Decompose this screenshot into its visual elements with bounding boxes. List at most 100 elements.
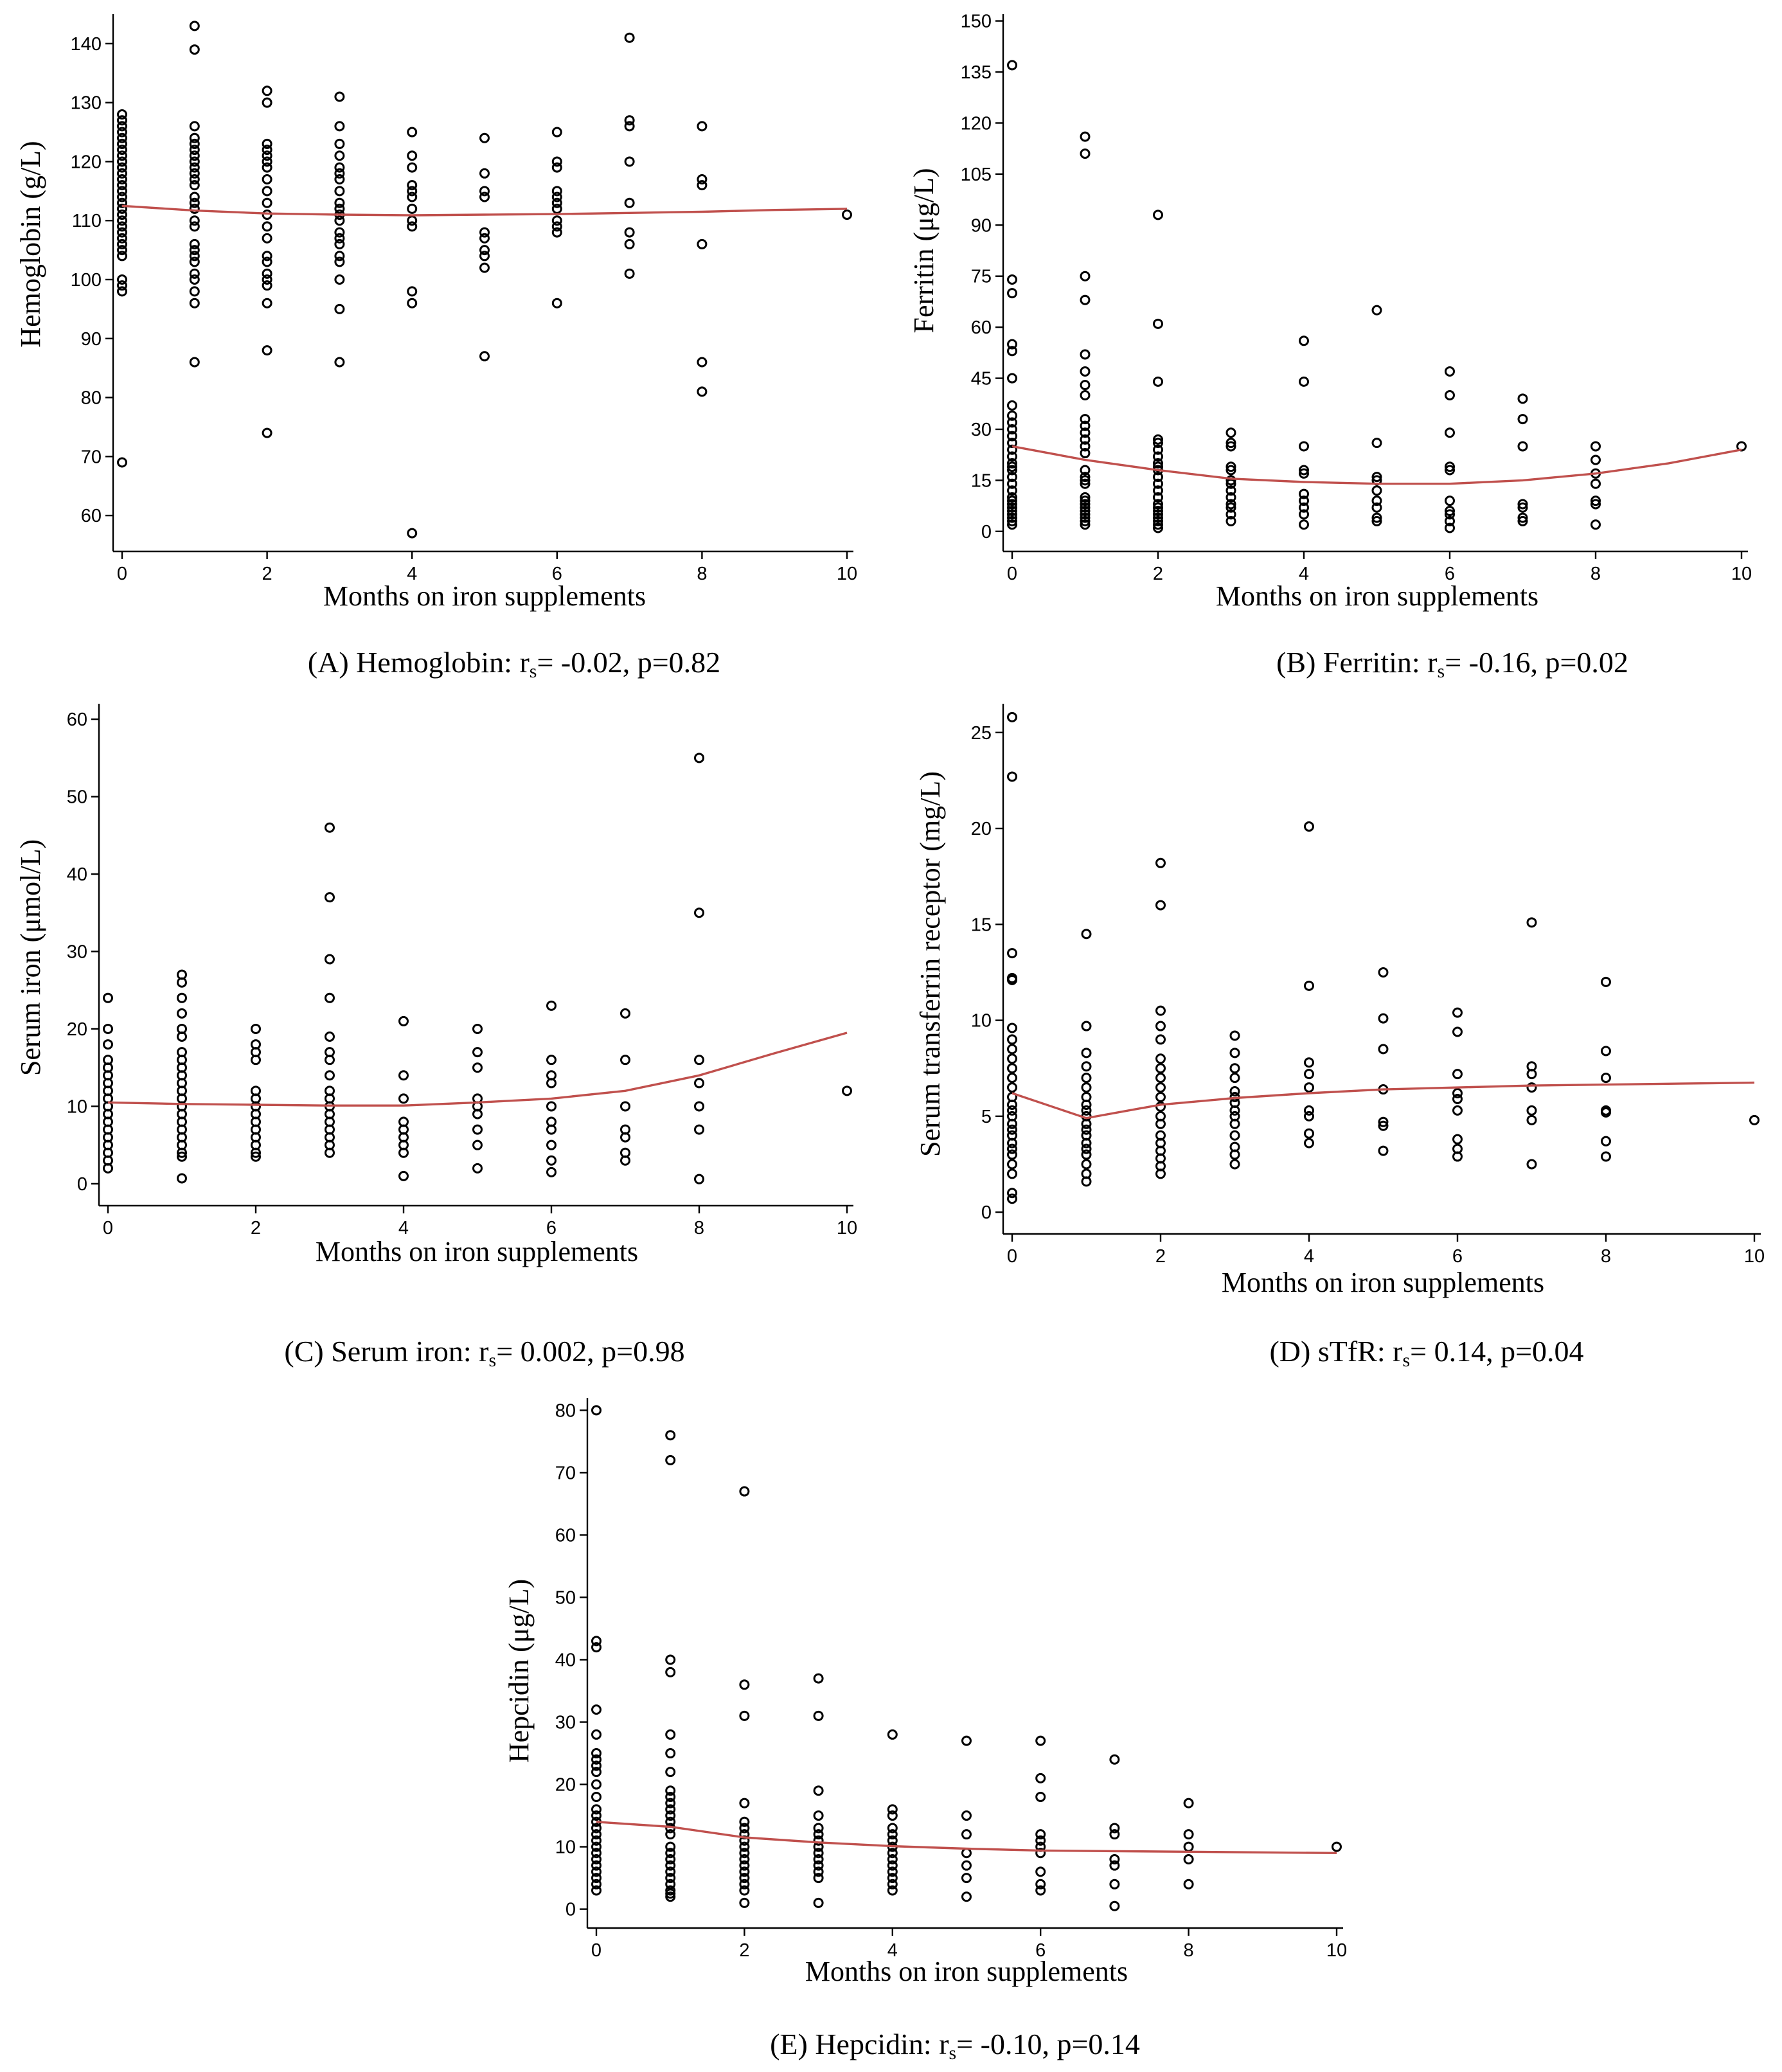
panel-a-point [262, 280, 272, 291]
panel-a-point [334, 168, 345, 179]
panel-a-point [189, 180, 200, 191]
panel-b-xtick-label: 10 [1731, 564, 1752, 584]
panel-e-point [1035, 1791, 1046, 1802]
panel-c-point [546, 1055, 557, 1066]
panel-d-point [1229, 1030, 1240, 1041]
panel-a-point [262, 345, 272, 356]
panel-d-point [1601, 1151, 1611, 1162]
panel-e-point [961, 1873, 972, 1884]
panel-e-point [739, 1486, 750, 1497]
panel-b-point [1080, 465, 1091, 476]
panel-d-point [1304, 1128, 1314, 1139]
panel-d-point [1155, 1021, 1166, 1032]
panel-a-point [189, 132, 200, 143]
panel-a-point [334, 215, 345, 226]
panel-d-point [1452, 1143, 1463, 1154]
panel-e-point [665, 1810, 676, 1821]
panel-d-point [1378, 1145, 1389, 1156]
panel-d-caption-stat: = 0.14, p=0.04 [1410, 1335, 1583, 1368]
panel-a-point [117, 180, 127, 191]
panel-e-point [887, 1823, 898, 1834]
panel-e-point [1035, 1835, 1046, 1846]
panel-e-point [665, 1866, 676, 1877]
panel-b-xtick-label: 4 [1299, 564, 1309, 584]
panel-b-point [1080, 414, 1091, 425]
panel-c-point [472, 1163, 483, 1174]
panel-e-point [591, 1835, 601, 1846]
panel-e-point [739, 1885, 750, 1896]
panel-e-point [813, 1866, 824, 1877]
panel-d-point [1304, 1111, 1314, 1121]
panel-a-xlabel: Months on iron supplements [323, 580, 646, 612]
panel-e-point [591, 1873, 601, 1884]
panel-b-point [1225, 438, 1236, 449]
panel-b-point [1080, 441, 1091, 452]
panel-d-point [1601, 1046, 1611, 1057]
panel-a-point [117, 156, 127, 167]
panel-e-point [739, 1679, 750, 1690]
panel-e-point [739, 1798, 750, 1809]
panel-e-point [665, 1885, 676, 1896]
panel-d-xtick-label: 0 [1007, 1246, 1017, 1267]
panel-b-point [1225, 515, 1236, 526]
panel-d-point [1081, 1021, 1092, 1032]
panel-a-point [334, 203, 345, 214]
panel-c-marks: 0 10 20 30 40 50 60 0 2 4 6 8 10 [67, 704, 857, 1238]
panel-b-point [1007, 431, 1017, 442]
panel-a-point [407, 286, 418, 297]
panel-a-point [262, 197, 272, 208]
panel-d-point [1007, 1193, 1017, 1204]
panel-e-point [1109, 1900, 1120, 1911]
panel-c-point [398, 1093, 409, 1104]
panel-b-xlabel: Months on iron supplements [1216, 580, 1538, 612]
panel-e-point [591, 1866, 601, 1877]
panel-c-xtick-label: 2 [251, 1218, 261, 1238]
panel-a-point [117, 251, 127, 262]
panel-d-marks: 0 5 10 15 20 25 0 2 4 6 8 10 [971, 704, 1765, 1267]
panel-b-point [1225, 465, 1236, 476]
panel-e-ytick-label: 80 [555, 1400, 576, 1421]
panel-a-point [407, 221, 418, 232]
panel-a-point [407, 528, 418, 539]
panel-a-point [262, 150, 272, 161]
panel-b-point [1445, 390, 1455, 401]
panel-e-point [813, 1710, 824, 1721]
panel-b-point [1517, 414, 1528, 425]
panel-b-point [1007, 499, 1017, 510]
panel-e-caption-sub: s [949, 2042, 957, 2064]
panel-d-point [1007, 1188, 1017, 1199]
panel-b-point [1153, 451, 1163, 462]
panel-a-point [262, 85, 272, 96]
panel-e-point [591, 1754, 601, 1765]
panel-e-xtick-label: 8 [1184, 1940, 1194, 1961]
panel-e-point [591, 1860, 601, 1871]
panel-b-point [1445, 427, 1455, 438]
panel-b-point [1299, 376, 1309, 387]
panel-b-point [1007, 60, 1017, 71]
panel-b-point [1590, 499, 1601, 510]
panel-e-point [739, 1897, 750, 1908]
panel-d-point [1081, 1105, 1092, 1116]
panel-b-point [1153, 515, 1163, 526]
panel-d-point [1229, 1063, 1240, 1074]
panel-e-point [665, 1841, 676, 1852]
panel-d-point [1526, 1159, 1537, 1170]
panel-b-point [1299, 519, 1309, 530]
panel-a-point [479, 227, 490, 238]
panel-c-point [546, 1166, 557, 1177]
panel-a-caption-stat: = -0.02, p=0.82 [537, 646, 720, 679]
panel-e-point [1183, 1829, 1194, 1840]
panel-e-point [813, 1823, 824, 1834]
panel-a-point [262, 145, 272, 156]
panel-e-point [813, 1860, 824, 1871]
panel-a-point [117, 221, 127, 232]
panel-b-point [1007, 444, 1017, 455]
panel-b-point [1445, 522, 1455, 533]
panel-d-point [1155, 1053, 1166, 1064]
panel-e-point [887, 1729, 898, 1740]
panel-d-point [1155, 1034, 1166, 1045]
panel-b-point [1080, 515, 1091, 526]
panel-a-point [189, 174, 200, 184]
panel-b-xtick-label: 0 [1007, 564, 1017, 584]
panel-c-point [694, 1174, 704, 1184]
